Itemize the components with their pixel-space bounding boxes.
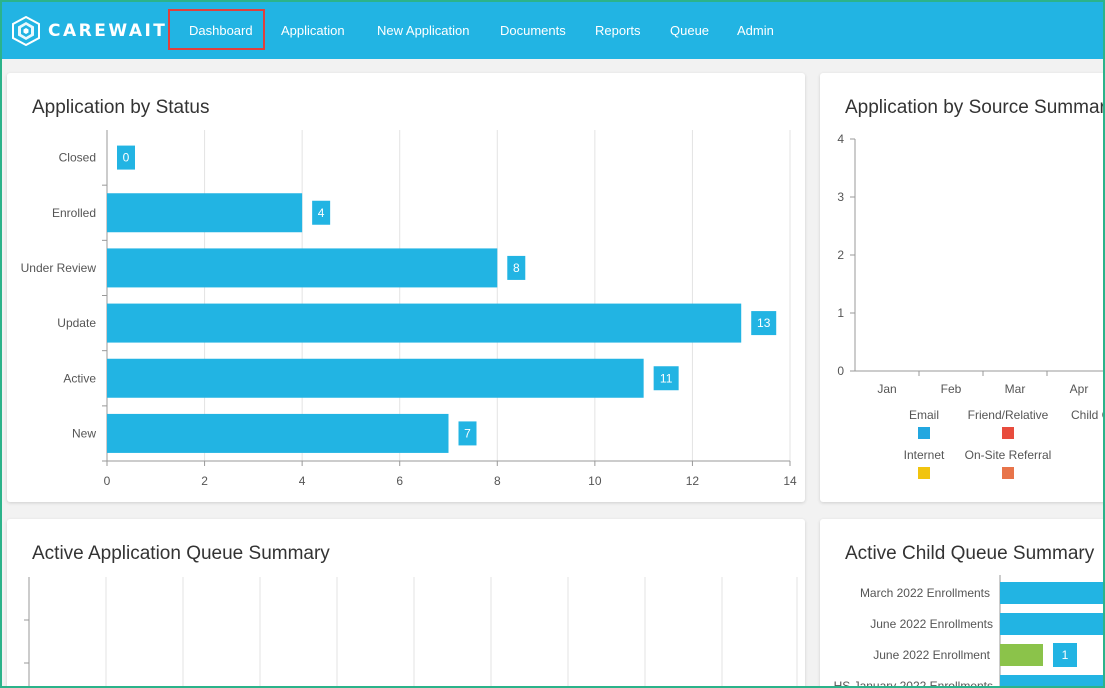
bar [1000, 613, 1103, 635]
bar [107, 193, 303, 233]
category-label: New [72, 426, 96, 440]
carewait-logo[interactable]: CAREWAIT [12, 16, 167, 46]
data-label: 7 [464, 426, 471, 440]
category-label: Closed [59, 151, 96, 165]
x-tick-label: 6 [396, 474, 403, 488]
bar [107, 248, 498, 288]
child-queue-card: Active Child Queue Summary March 2022 En… [820, 519, 1103, 688]
category-label: June 2022 Enrollment [873, 648, 990, 662]
category-label: June 2022 Enrollments [870, 617, 993, 631]
x-tick-label: Jan [877, 382, 896, 396]
category-label: Enrolled [52, 206, 96, 220]
x-tick-label: Mar [1005, 382, 1026, 396]
logo-text: CAREWAIT [48, 21, 168, 41]
cube-logo-icon [12, 16, 40, 46]
nav-dashboard[interactable]: Dashboard [189, 23, 253, 38]
bar [107, 413, 449, 453]
y-tick-label: 3 [837, 190, 844, 204]
data-label: 11 [660, 371, 673, 385]
bar [107, 358, 644, 398]
bar [1000, 582, 1103, 604]
data-label-box [653, 366, 679, 391]
card-title: Application by Status [32, 97, 210, 118]
data-label-box [507, 255, 526, 280]
source-line-chart: 0 1 2 3 4 Jan Feb Mar Apr Email Friend/Relative Chi… [837, 132, 1105, 479]
data-label-box [117, 145, 135, 170]
nav-new-application[interactable]: New Application [377, 23, 470, 38]
card-title: Application by Source Summar [845, 97, 1105, 118]
bar [1000, 644, 1043, 666]
legend-label: On-Site Referral [965, 448, 1052, 462]
y-tick-label: 4 [837, 132, 844, 146]
data-label-box [458, 421, 477, 446]
legend-label: Child C [1071, 408, 1105, 422]
nav-application[interactable]: Application [281, 23, 345, 38]
legend-label: Internet [904, 448, 945, 462]
data-label: 8 [513, 261, 520, 275]
category-label: Active [63, 371, 96, 385]
data-label: 1 [1062, 648, 1069, 662]
app-queue-chart [24, 577, 798, 686]
nav-queue[interactable]: Queue [670, 23, 710, 38]
data-label-box [1053, 643, 1077, 667]
x-tick-label: 10 [588, 474, 602, 488]
x-tick-label: Feb [941, 382, 962, 396]
source-chart-card: Application by Source Summar 0 1 2 3 4 Jan Feb… [820, 73, 1105, 502]
x-tick-label: 12 [686, 474, 700, 488]
legend-swatch [1002, 467, 1014, 479]
nav-reports[interactable]: Reports [595, 23, 641, 38]
category-label: Under Review [21, 261, 97, 275]
nav-documents[interactable]: Documents [500, 23, 566, 38]
nav-admin[interactable]: Admin [737, 23, 774, 38]
category-label: Update [57, 316, 96, 330]
active-nav-highlight [168, 9, 265, 50]
card-title: Active Child Queue Summary [845, 543, 1095, 564]
category-label: March 2022 Enrollments [860, 586, 990, 600]
legend-swatch [918, 467, 930, 479]
child-queue-chart: March 2022 Enrollments June 2022 Enrollme… [834, 575, 1103, 688]
data-label-box [751, 311, 777, 336]
data-label: 0 [123, 151, 130, 165]
card-title: Active Application Queue Summary [32, 543, 330, 564]
y-tick-label: 0 [837, 364, 844, 378]
x-tick-label: 8 [494, 474, 501, 488]
data-label-box [312, 200, 331, 225]
x-tick-label: 0 [104, 474, 111, 488]
status-chart-card: Application by Status 0 2 4 6 8 10 12 14 Closed 0… [7, 73, 805, 502]
x-tick-label: Apr [1070, 382, 1089, 396]
bar [1000, 675, 1103, 686]
x-tick-label: 14 [783, 474, 797, 488]
legend-swatch [918, 427, 930, 439]
top-nav-bar: CAREWAIT Dashboard Application New Appli… [2, 2, 1103, 59]
x-tick-label: 4 [299, 474, 306, 488]
data-label: 4 [318, 206, 325, 220]
bar [107, 303, 742, 343]
app-queue-card: Active Application Queue Summary [7, 519, 805, 686]
data-label: 13 [757, 316, 771, 330]
status-bar-chart: 0 2 4 6 8 10 12 14 Closed 0 Enrolled 4 Under Review 8… [21, 130, 797, 488]
legend-swatch [1002, 427, 1014, 439]
legend-label: Email [909, 408, 939, 422]
y-tick-label: 1 [837, 306, 844, 320]
category-label: HS January 2022 Enrollments [834, 679, 993, 688]
legend-label: Friend/Relative [968, 408, 1049, 422]
x-tick-label: 2 [201, 474, 208, 488]
y-tick-label: 2 [837, 248, 844, 262]
